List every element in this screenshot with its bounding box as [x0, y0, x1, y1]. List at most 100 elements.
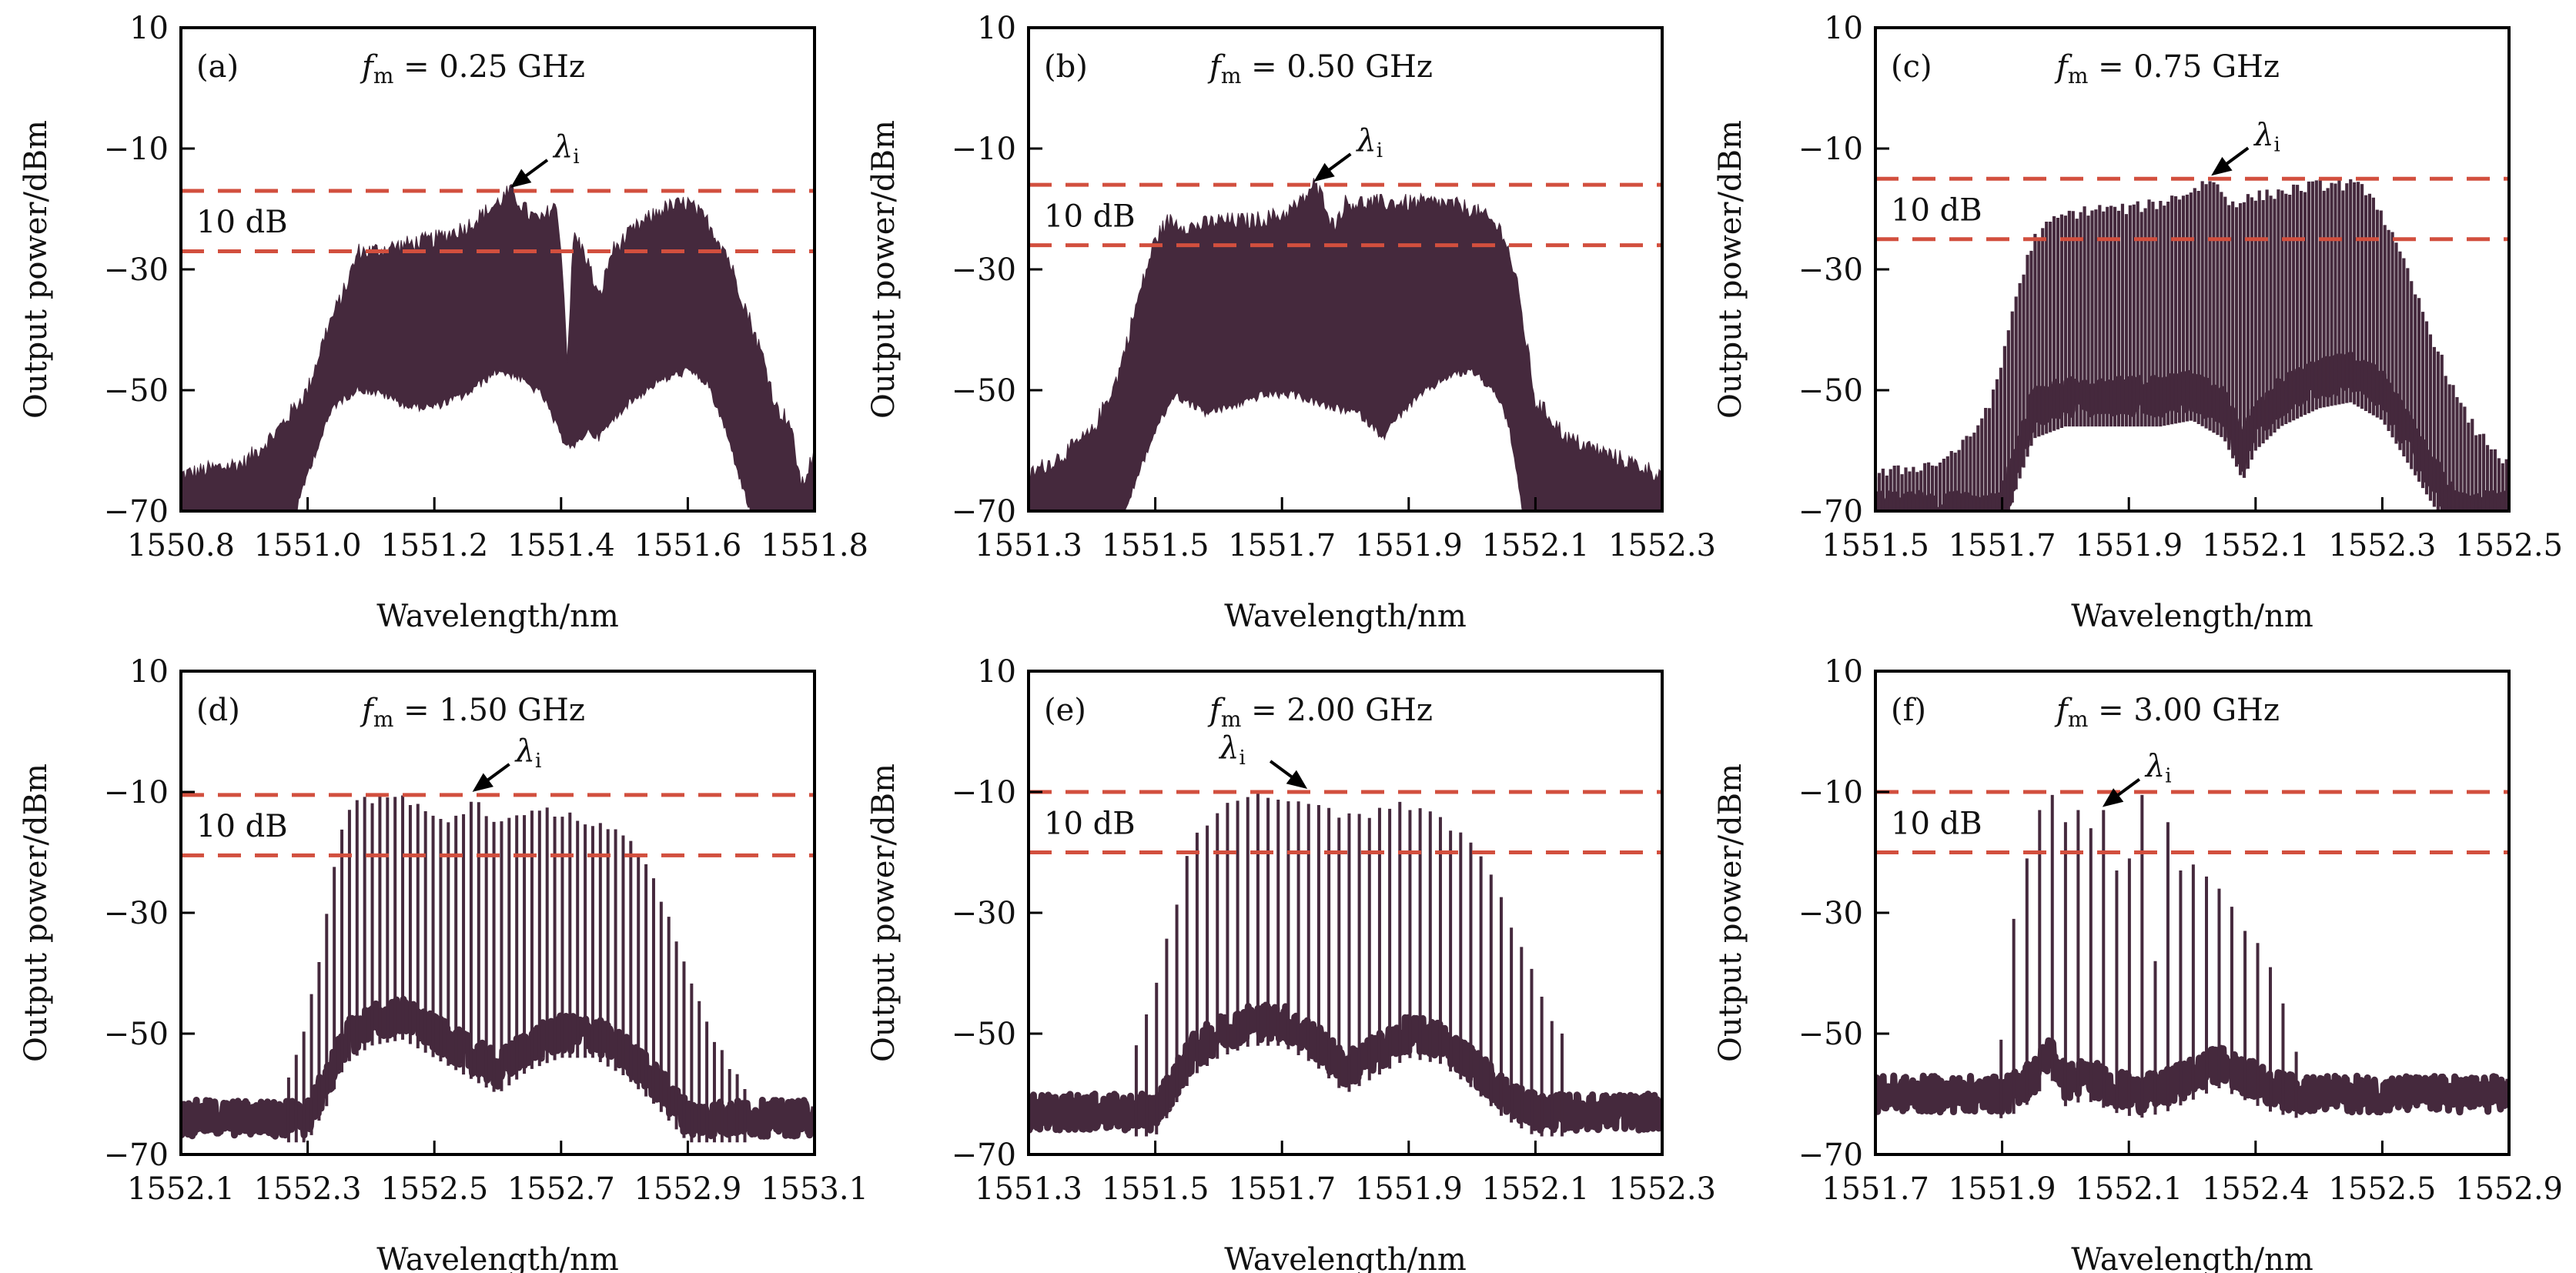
x-axis-title: Wavelength/nm [1224, 599, 1467, 634]
y-tick-label: 10 [977, 654, 1016, 690]
x-tick-label: 1550.8 [127, 528, 235, 563]
panel-title: fm = 2.00 GHz [1207, 693, 1433, 732]
y-tick-label: −10 [952, 775, 1016, 810]
marker-arrow-head [472, 773, 493, 792]
title-subscript: m [2068, 63, 2089, 89]
x-tick-label: 1552.3 [2328, 528, 2436, 563]
y-tick-label: −70 [1798, 1138, 1863, 1173]
x-tick-label: 1551.5 [1822, 528, 1929, 563]
title-subscript: m [1221, 63, 1242, 89]
title-subscript: m [1221, 707, 1242, 732]
marker-arrow-head [510, 169, 532, 188]
bracket-label: 10 dB [196, 205, 288, 240]
marker-label: λi [2144, 749, 2172, 788]
y-tick-label: −50 [952, 373, 1016, 409]
y-tick-label: 10 [1824, 654, 1863, 690]
y-tick-label: −70 [104, 1138, 169, 1173]
y-tick-label: −50 [1798, 373, 1863, 409]
marker-subscript: i [2274, 133, 2280, 156]
y-tick-label: −10 [1798, 775, 1863, 810]
x-tick-label: 1552.1 [127, 1171, 235, 1207]
panel-e: 1551.3 1551.5 1551.7 1551.9 1552.1 1552.3 10 −1… [866, 654, 1716, 1273]
panel-label: (b) [1044, 49, 1088, 85]
x-tick-label: 1552.7 [507, 1171, 615, 1207]
panel-label: (c) [1891, 49, 1932, 85]
marker-arrow-head [1286, 770, 1308, 789]
marker-subscript: i [1239, 747, 1245, 770]
marker-arrow-head [1313, 162, 1335, 182]
x-tick-label: 1551.5 [1102, 1171, 1209, 1207]
marker-symbol: λ [1218, 730, 1239, 766]
x-tick-label: 1553.1 [761, 1171, 868, 1207]
plot-area [181, 795, 815, 1143]
x-tick-label: 1551.9 [1949, 1171, 2056, 1207]
y-tick-label: −50 [1798, 1017, 1863, 1052]
marker-arrow-head [2211, 156, 2233, 176]
marker-subscript: i [1377, 139, 1383, 162]
plot-area [1875, 179, 2509, 511]
y-tick-label: −30 [952, 252, 1016, 288]
title-rest: = 0.75 GHz [2088, 49, 2280, 85]
plot-area [1029, 178, 1662, 511]
x-tick-label: 1551.3 [975, 1171, 1082, 1207]
x-tick-label: 1551.4 [507, 528, 615, 563]
x-axis-title: Wavelength/nm [2071, 1242, 2313, 1273]
marker-subscript: i [2165, 765, 2171, 788]
x-tick-label: 1551.5 [1102, 528, 1209, 563]
y-axis-title: Output power/dBm [18, 763, 54, 1062]
x-tick-label: 1551.6 [634, 528, 741, 563]
panel-a: 1550.8 1551.0 1551.2 1551.4 1551.6 1551.8 10 −1… [18, 11, 868, 634]
x-tick-label: 1551.9 [1355, 528, 1463, 563]
y-tick-label: −30 [1798, 896, 1863, 931]
y-tick-label: −50 [952, 1017, 1016, 1052]
marker-label: λi [514, 733, 542, 773]
marker-subscript: i [535, 750, 541, 773]
y-tick-label: −70 [952, 494, 1016, 530]
title-rest: = 1.50 GHz [393, 693, 585, 728]
y-tick-label: −30 [104, 252, 169, 288]
y-tick-label: −10 [1798, 132, 1863, 167]
x-tick-label: 1552.3 [1608, 528, 1716, 563]
panel-f: 1551.7 1551.9 1552.1 1552.4 1552.5 1552.9 10 −1… [1713, 654, 2563, 1273]
panel-c: 1551.5 1551.7 1551.9 1552.1 1552.3 1552.5 10 −1… [1713, 11, 2563, 634]
y-tick-label: −70 [1798, 494, 1863, 530]
plot-area [1029, 793, 1662, 1137]
x-tick-label: 1552.9 [634, 1171, 741, 1207]
x-tick-label: 1552.5 [380, 1171, 488, 1207]
panel-label: (f) [1891, 693, 1926, 728]
marker-symbol: λ [1355, 123, 1376, 159]
bracket-label: 10 dB [1891, 193, 1982, 229]
plot-area [1875, 794, 2509, 1118]
y-axis-title: Output power/dBm [866, 120, 902, 419]
y-tick-label: −30 [104, 896, 169, 931]
x-tick-label: 1552.5 [2455, 528, 2563, 563]
spectrum-band [1029, 178, 1662, 511]
x-tick-label: 1552.1 [2202, 528, 2310, 563]
title-subscript: m [373, 707, 394, 732]
marker-label: λi [1355, 123, 1383, 162]
x-axis-title: Wavelength/nm [1224, 1242, 1467, 1273]
x-tick-label: 1552.1 [1481, 528, 1589, 563]
x-tick-label: 1551.7 [1228, 1171, 1336, 1207]
panel-label: (e) [1044, 693, 1086, 728]
panel-label: (d) [196, 693, 240, 728]
bracket-label: 10 dB [1891, 806, 1982, 841]
y-tick-label: −70 [952, 1138, 1016, 1173]
spectrum-band [181, 183, 815, 511]
y-axis-title: Output power/dBm [1713, 120, 1748, 419]
y-tick-label: −10 [104, 132, 169, 167]
x-tick-label: 1551.7 [1949, 528, 2056, 563]
x-tick-label: 1552.1 [2075, 1171, 2183, 1207]
panel-d: 1552.1 1552.3 1552.5 1552.7 1552.9 1553.1 10 −1… [18, 654, 868, 1273]
x-tick-label: 1551.7 [1228, 528, 1336, 563]
x-tick-label: 1551.3 [975, 528, 1082, 563]
y-tick-label: −30 [952, 896, 1016, 931]
title-rest: = 0.50 GHz [1241, 49, 1433, 85]
marker-symbol: λ [2253, 117, 2273, 152]
marker-label: λi [1218, 730, 1246, 770]
y-tick-label: 10 [977, 11, 1016, 46]
x-tick-label: 1551.9 [1355, 1171, 1463, 1207]
x-axis-title: Wavelength/nm [376, 1242, 619, 1273]
y-tick-label: −50 [104, 1017, 169, 1052]
